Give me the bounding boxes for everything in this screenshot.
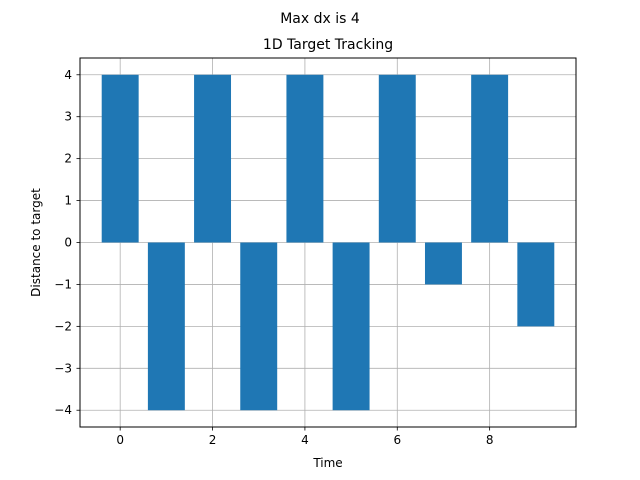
bar — [101, 74, 139, 243]
x-axis-label: Time — [312, 456, 342, 470]
bar — [332, 242, 370, 411]
x-tick-label: 4 — [301, 433, 309, 447]
y-tick-label: 1 — [64, 194, 72, 208]
y-tick-label: 0 — [64, 236, 72, 250]
x-tick-label: 8 — [486, 433, 494, 447]
y-tick-label: 2 — [64, 152, 72, 166]
y-tick-label: −1 — [54, 277, 72, 291]
y-tick-label: 3 — [64, 110, 72, 124]
bar — [517, 242, 555, 327]
bar — [147, 242, 185, 411]
chart-title: 1D Target Tracking — [263, 37, 393, 53]
bar — [378, 74, 416, 243]
x-tick-label: 0 — [116, 433, 124, 447]
chart-suptitle: Max dx is 4 — [280, 11, 360, 27]
ticks: 0 2 4 6 8 −4 −3 −2 −1 0 1 2 3 4 — [54, 68, 493, 447]
y-tick-label: −4 — [54, 403, 72, 417]
bars — [101, 74, 555, 411]
x-tick-label: 2 — [209, 433, 217, 447]
y-tick-label: 4 — [64, 68, 72, 82]
y-axis-label: Distance to target — [29, 188, 43, 297]
bar — [194, 74, 232, 243]
bar — [424, 242, 462, 285]
y-tick-label: −2 — [54, 319, 72, 333]
x-tick-label: 6 — [393, 433, 401, 447]
bar — [471, 74, 509, 243]
bar — [240, 242, 278, 411]
bar — [286, 74, 324, 243]
y-tick-label: −3 — [54, 361, 72, 375]
